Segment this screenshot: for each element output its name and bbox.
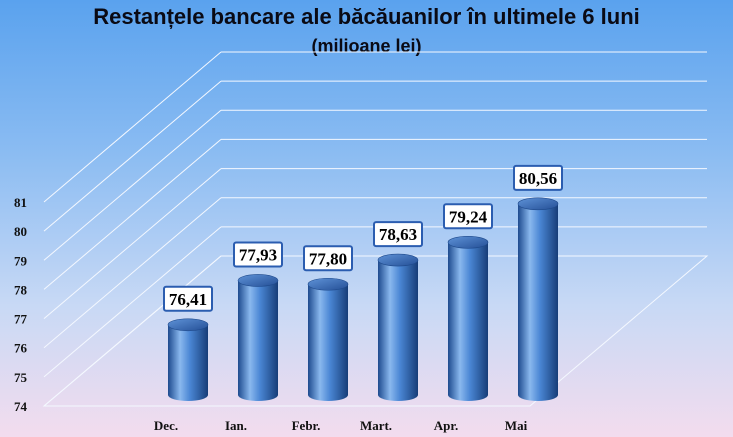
chart-title: Restanțele bancare ale băcăuanilor în ul… <box>93 4 640 29</box>
y-tick-label: 77 <box>14 312 28 327</box>
bar-mart <box>377 253 419 401</box>
bar-body <box>238 280 278 401</box>
bar-dec <box>167 318 209 401</box>
x-tick-label: Mai <box>505 418 528 433</box>
data-label: 77,80 <box>309 249 347 268</box>
gridline-left <box>43 51 222 203</box>
gridline-left <box>43 80 222 232</box>
y-tick-label: 78 <box>14 282 28 297</box>
data-label: 77,93 <box>239 245 277 264</box>
bar-cap <box>237 274 279 287</box>
chart-subtitle: (milioane lei) <box>311 36 422 56</box>
gridline-left <box>43 109 222 261</box>
bar-cap <box>167 318 209 332</box>
bar-mai <box>517 197 559 401</box>
y-tick-label: 81 <box>14 195 27 210</box>
x-tick-label: Apr. <box>434 418 458 433</box>
y-tick-label: 75 <box>14 370 28 385</box>
bar-cap <box>307 277 349 291</box>
data-label: 80,56 <box>519 169 557 188</box>
data-label-box <box>373 221 423 248</box>
y-tick-label: 80 <box>14 224 27 239</box>
data-label: 79,24 <box>449 207 488 226</box>
bar-body <box>168 324 208 401</box>
bar-body <box>308 284 348 401</box>
data-label-box <box>513 164 563 191</box>
bar-febr <box>307 277 349 401</box>
gridline-left <box>43 168 222 319</box>
x-tick-label: Ian. <box>225 418 247 433</box>
bar-cap <box>377 253 419 267</box>
bar-body <box>518 203 558 401</box>
x-tick-label: Febr. <box>292 418 321 433</box>
bar-cap <box>447 235 489 249</box>
bar-body <box>448 242 488 401</box>
gridline-left <box>43 226 222 378</box>
y-tick-label: 76 <box>14 341 28 356</box>
data-label-box <box>163 285 213 312</box>
bar-apr <box>447 235 489 401</box>
data-label: 78,63 <box>379 225 417 244</box>
x-tick-label: Mart. <box>360 418 392 433</box>
data-label-box <box>303 245 353 272</box>
data-label-box <box>443 203 493 230</box>
y-tick-label: 74 <box>14 399 28 414</box>
bar-body <box>378 260 418 401</box>
data-label: 76,41 <box>169 290 207 309</box>
data-label-box <box>233 241 283 268</box>
x-tick-label: Dec. <box>154 418 178 433</box>
bar-ian <box>237 274 279 401</box>
y-tick-label: 79 <box>14 253 28 268</box>
bar-cap <box>517 197 559 211</box>
gridline-left <box>43 139 222 290</box>
gridline-left <box>43 197 222 349</box>
floor-plane <box>42 255 709 407</box>
